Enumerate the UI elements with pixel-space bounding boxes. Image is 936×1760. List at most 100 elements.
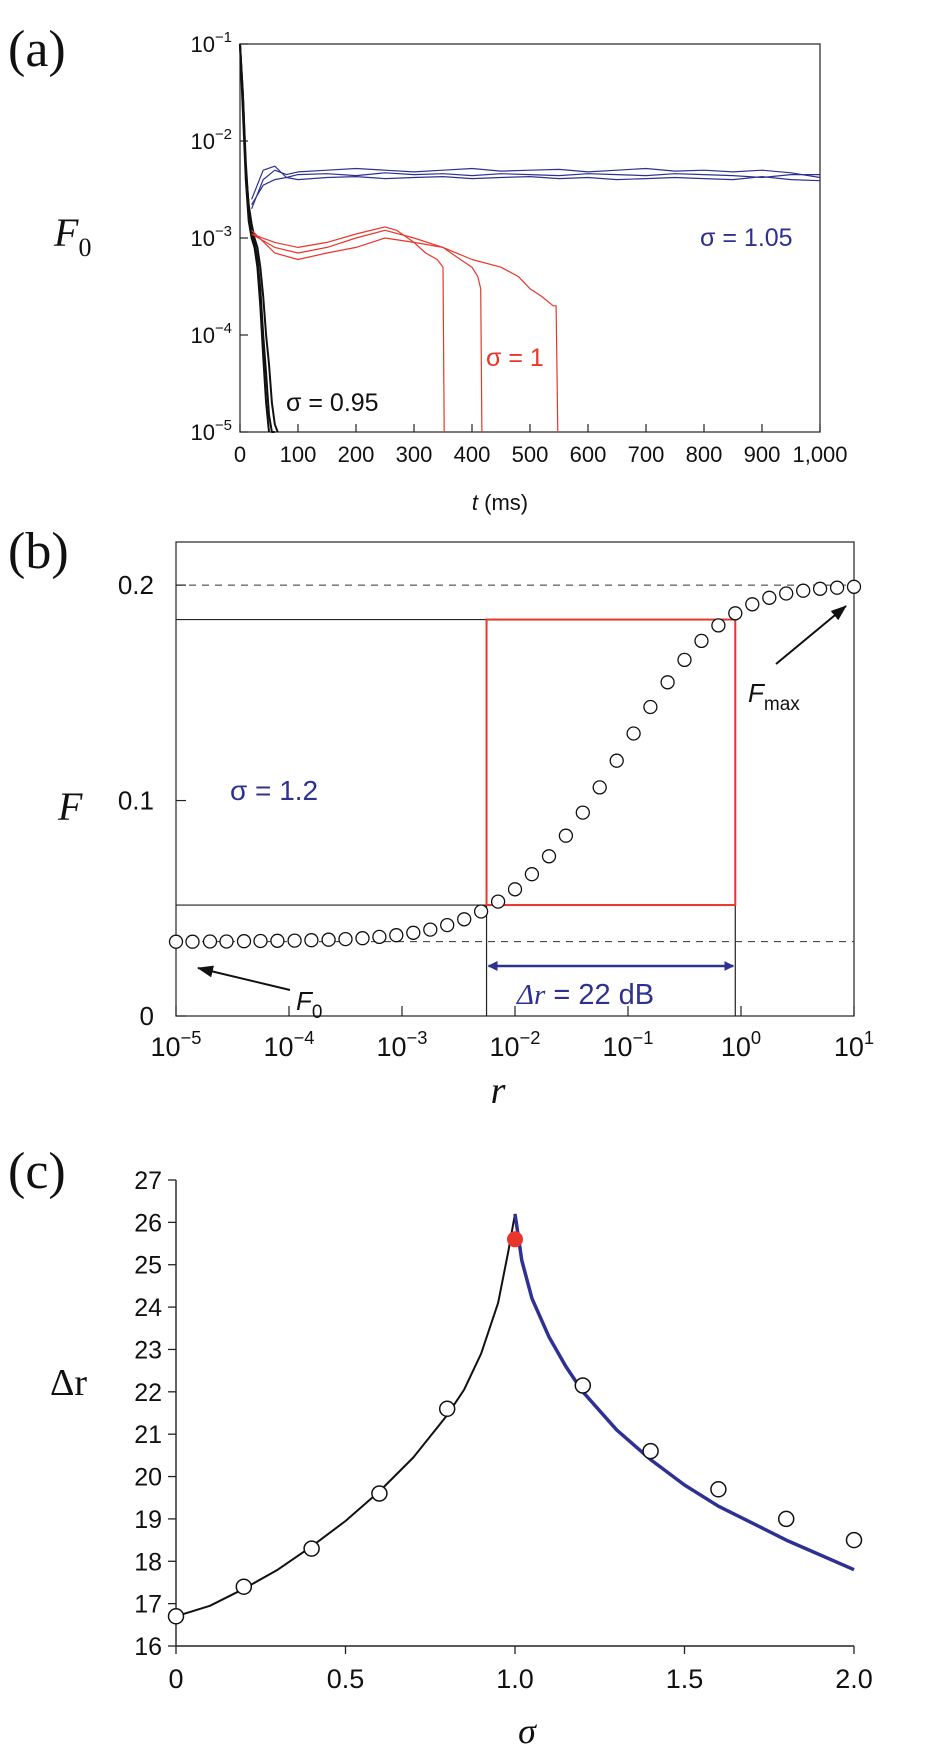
panel-b-point-25 [592, 780, 607, 795]
panel-a-trace-6 [251, 167, 821, 210]
panel-b-point-40 [846, 579, 862, 594]
panel-a-y-tick-label-2: 10−3 [190, 223, 232, 251]
panel-b-point-6 [270, 933, 285, 948]
panel-b-point-38 [812, 581, 828, 596]
panel-c-x-tick-label-1: 0.5 [327, 1664, 365, 1694]
panel-a-y-tick-label-1-exp: −4 [215, 320, 232, 337]
panel-b-delta-r-value: = 22 dB [553, 979, 654, 1011]
panel-b-point-22 [541, 849, 557, 864]
panel-c-y-tick-label-9: 25 [134, 1252, 162, 1280]
panel-c-line-fit-left [175, 1213, 516, 1618]
panel-c-y-tick-label-11: 27 [134, 1167, 162, 1195]
panel-b-point-27 [626, 726, 641, 741]
panel-b-point-1 [185, 934, 200, 949]
panel-c-x-tick-label-3: 1.5 [666, 1664, 704, 1694]
panel-c-point-2 [303, 1540, 320, 1557]
panel-b: (b) 10−5 10−4 10−3 10−2 10−1 100 101 00.10.2 r… [8, 523, 874, 1112]
panel-b-x-tick-label-1-exp: −4 [294, 1027, 315, 1048]
panel-b-x-ticks: 10−5 10−4 10−3 10−2 10−1 100 101 [151, 1006, 874, 1062]
panel-b-point-14 [406, 925, 421, 940]
panel-b-y-axis-label: F [57, 784, 83, 829]
panel-a: (a) 0 100 200 300 400 500 600 700 800 900 1,000 10… [8, 21, 848, 515]
panel-c-y-tick-label-1: 17 [134, 1591, 162, 1619]
panel-a-y-tick-label-4-exp: −1 [215, 29, 232, 46]
panel-a-y-tick-label-1: 10−4 [190, 320, 232, 348]
panel-b-point-4 [236, 934, 252, 949]
panel-c-y-tick-label-10: 26 [134, 1209, 162, 1237]
panel-b-delta-r-symbol: Δr [516, 979, 546, 1011]
panel-b-x-tick-label-4-exp: −1 [633, 1027, 654, 1048]
panel-b-point-17 [457, 912, 472, 927]
panel-c-y-tick-label-4: 20 [134, 1464, 162, 1492]
panel-b-fmax-sub: max [764, 694, 800, 715]
panel-c-y-tick-label-2: 18 [134, 1548, 162, 1576]
panel-c-y-tick-label-8: 24 [134, 1294, 162, 1322]
panel-a-y-tick-label-3-exp: −2 [215, 126, 232, 143]
panel-b-fmax-arrow [775, 605, 847, 665]
panel-a-x-unit: (ms) [484, 490, 528, 515]
panel-b-sigma-label: σ = 1.2 [230, 775, 318, 806]
panel-b-x-tick-label-5: 100 [721, 1027, 761, 1062]
panel-a-y-main: F [53, 210, 79, 255]
panel-b-point-5 [253, 933, 268, 949]
panel-b-y-tick-label-0: 0 [140, 1001, 154, 1031]
panel-b-point-2 [202, 934, 218, 949]
panel-b-f0-main: F [296, 986, 314, 1016]
panel-b-point-28 [643, 699, 658, 715]
panel-b-fmax-main: F [748, 678, 766, 708]
panel-b-point-3 [219, 934, 234, 949]
panel-b-point-12 [372, 929, 387, 945]
panel-c-point-1 [235, 1578, 253, 1595]
panel-c-line-fit-right [513, 1213, 855, 1572]
panel-a-x-tick-label-8: 800 [686, 442, 723, 467]
panel-b-x-axis-label: r [491, 1070, 506, 1112]
panel-b-x-tick-label-0-exp: −5 [181, 1027, 202, 1048]
panel-a-y-tick-label-0: 10−5 [190, 417, 232, 445]
panel-b-point-0 [168, 934, 184, 949]
panel-b-x-tick-label-5-base: 10 [721, 1032, 751, 1062]
panel-b-x-tick-label-3-exp: −2 [520, 1027, 541, 1048]
panel-b-point-10 [338, 931, 353, 947]
panel-a-y-tick-label-4-base: 10 [190, 32, 214, 57]
panel-a-trace-5 [251, 229, 559, 433]
panel-c-y-tick-label-0: 16 [134, 1633, 162, 1661]
panel-b-y-tick-label-1: 0.1 [118, 786, 154, 816]
panel-b-y-tick-label-2: 0.2 [118, 570, 154, 600]
panel-b-y-ticks: 0 0.1 0.2 [118, 570, 186, 1031]
panel-b-point-8 [304, 933, 319, 948]
panel-b-point-21 [524, 867, 540, 882]
panel-c: (c) 0 0.5 1.0 1.5 2.0 16 17 18 19 20 21 22 23 24 25 26… [8, 1143, 873, 1751]
panel-a-trace-7 [251, 165, 820, 200]
panel-b-f0-arrow [197, 965, 291, 991]
panel-a-y-tick-label-4: 10−1 [190, 29, 232, 57]
panel-c-point-0 [167, 1608, 185, 1625]
panel-b-x-tick-label-6-exp: 1 [864, 1027, 874, 1048]
panel-b-x-tick-label-1: 10−4 [264, 1027, 315, 1062]
panel-b-point-29 [660, 675, 675, 690]
panel-b-point-26 [609, 753, 624, 768]
panel-b-point-19 [490, 894, 506, 909]
panel-c-y-delta: Δr [50, 1362, 87, 1404]
panel-a-x-tick-label-4: 400 [454, 442, 491, 467]
panel-a-x-tick-label-9: 900 [744, 442, 781, 467]
panel-b-x-tick-label-0: 10−5 [151, 1027, 202, 1062]
panel-c-x-ticks: 0 0.5 1.0 1.5 2.0 [168, 1646, 873, 1694]
panel-b-x-tick-label-5-exp: 0 [751, 1027, 761, 1048]
panel-a-y-ticks: 10−5 10−4 10−3 10 −2 10−1 [190, 29, 248, 445]
panel-b-point-35 [762, 590, 777, 605]
panel-a-label-sigma-105: σ = 1.05 [700, 224, 793, 252]
panel-b-x-tick-label-0-base: 10 [151, 1032, 181, 1062]
panel-c-point-7 [710, 1481, 727, 1498]
panel-a-trace-3 [251, 226, 445, 433]
panel-c-point-3 [371, 1485, 388, 1502]
panel-c-point-8 [777, 1510, 795, 1528]
panel-b-x-tick-label-3-base: 10 [490, 1032, 520, 1062]
panel-a-y-tick-label-2-exp: −3 [215, 223, 232, 240]
panel-c-y-axis-label: Δr [50, 1362, 87, 1404]
panel-a-x-tick-label-5: 500 [512, 442, 549, 467]
panel-b-point-32 [711, 618, 726, 633]
panel-b-point-20 [507, 882, 523, 897]
panel-b-x-tick-label-3: 10−2 [490, 1027, 541, 1062]
panel-b-delta-r-label: Δr = 22 dB [516, 979, 654, 1011]
panel-c-fit-lines [175, 1213, 855, 1618]
